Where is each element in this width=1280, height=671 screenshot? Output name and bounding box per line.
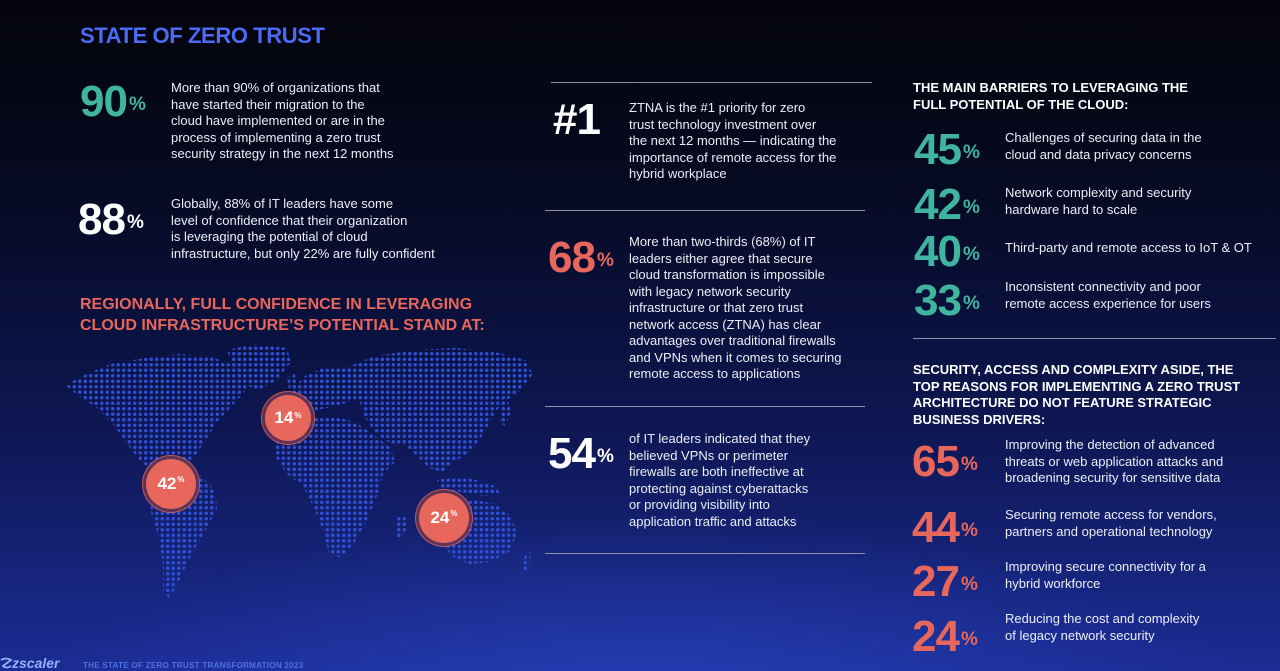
- stat-number: 24: [912, 612, 960, 661]
- reason-description: Improving secure connectivity for a hybr…: [1005, 559, 1206, 591]
- barrier-value-42: 42%: [914, 183, 980, 227]
- reason-value-24: 24%: [912, 615, 978, 659]
- continent-africa: [275, 416, 395, 558]
- continent-north-america: [65, 354, 250, 488]
- stat-unit: %: [960, 629, 978, 650]
- reason-value-65: 65%: [912, 440, 978, 484]
- stat-value-88: 88%: [78, 198, 144, 242]
- footer-caption: THE STATE OF ZERO TRUST TRANSFORMATION 2…: [83, 661, 304, 670]
- region-unit: %: [177, 475, 185, 484]
- region-unit: %: [450, 509, 458, 518]
- stat-value-68: 68%: [548, 236, 614, 280]
- stat-number: 40: [914, 227, 962, 276]
- regional-heading: REGIONALLY, FULL CONFIDENCE IN LEVERAGIN…: [80, 296, 485, 334]
- stat-number: 42: [914, 180, 962, 229]
- reason-description: Improving the detection of advanced thre…: [1005, 437, 1224, 485]
- barrier-value-33: 33%: [914, 279, 980, 323]
- reason-value-27: 27%: [912, 560, 978, 604]
- stat-unit: %: [596, 250, 614, 271]
- stat-description: More than two-thirds (68%) of IT leaders…: [629, 234, 842, 381]
- stat-number: 54: [548, 429, 596, 478]
- stat-number: 90: [80, 77, 128, 126]
- reasons-heading: SECURITY, ACCESS AND COMPLEXITY ASIDE, T…: [913, 362, 1241, 427]
- stat-unit: %: [960, 574, 978, 595]
- region-value: 14: [274, 408, 294, 427]
- barrier-description: Network complexity and security hardware…: [1005, 185, 1192, 217]
- stat-unit: %: [960, 454, 978, 475]
- continent-new-zealand: [521, 552, 531, 574]
- stat-unit: %: [962, 142, 980, 163]
- stat-number: #1: [553, 95, 601, 144]
- continent-greenland: [227, 344, 291, 390]
- stat-number: 68: [548, 233, 596, 282]
- region-bubble-24: 24%: [419, 493, 469, 543]
- stat-description: ZTNA is the #1 priority for zero trust t…: [629, 100, 837, 181]
- logo-text: zscaler: [12, 654, 60, 671]
- stat-value-54: 54%: [548, 432, 614, 476]
- region-bubble-14: 14%: [265, 395, 311, 441]
- stat-description: More than 90% of organizations that have…: [171, 80, 394, 161]
- stat-unit: %: [596, 446, 614, 467]
- continent-madagascar: [395, 514, 407, 540]
- barrier-description: Third-party and remote access to IoT & O…: [1005, 240, 1252, 255]
- stat-unit: %: [962, 244, 980, 265]
- stat-unit: %: [962, 293, 980, 314]
- stat-unit: %: [128, 94, 146, 115]
- reason-description: Securing remote access for vendors, part…: [1005, 507, 1217, 539]
- region-bubble-42: 42%: [146, 459, 196, 509]
- reason-value-44: 44%: [912, 506, 978, 550]
- stat-unit: %: [960, 520, 978, 541]
- reason-description: Reducing the cost and complexity of lega…: [1005, 611, 1200, 643]
- region-unit: %: [294, 411, 302, 420]
- continent-uk: [287, 374, 297, 390]
- page-title: STATE OF ZERO TRUST: [80, 23, 325, 48]
- barrier-value-45: 45%: [914, 128, 980, 172]
- zscaler-logo-icon: [0, 657, 12, 668]
- world-map: [65, 344, 533, 598]
- continent-japan: [499, 398, 511, 426]
- barrier-value-40: 40%: [914, 230, 980, 274]
- stat-number: 27: [912, 557, 960, 606]
- stat-value-number-one: #1: [553, 95, 601, 144]
- stat-description: Globally, 88% of IT leaders have some le…: [171, 196, 435, 261]
- stat-number: 33: [914, 276, 962, 325]
- divider: [545, 406, 865, 407]
- divider: [913, 338, 1276, 339]
- region-value: 42: [157, 474, 177, 493]
- barrier-description: Inconsistent connectivity and poor remot…: [1005, 279, 1211, 311]
- stat-value-90: 90%: [80, 80, 146, 124]
- stat-number: 88: [78, 195, 126, 244]
- continent-indonesia: [437, 476, 501, 496]
- continent-europe: [287, 366, 365, 414]
- continent-asia: [345, 348, 533, 472]
- divider: [545, 210, 865, 211]
- stat-description: of IT leaders indicated that they believ…: [629, 431, 811, 529]
- stat-number: 65: [912, 437, 960, 486]
- zscaler-logo: zscaler: [0, 654, 59, 671]
- divider: [551, 82, 872, 83]
- barrier-description: Challenges of securing data in the cloud…: [1005, 130, 1202, 162]
- stat-number: 45: [914, 125, 962, 174]
- stat-unit: %: [126, 212, 144, 233]
- divider: [545, 553, 865, 554]
- barriers-heading: THE MAIN BARRIERS TO LEVERAGING THE FULL…: [913, 80, 1188, 112]
- stat-unit: %: [962, 197, 980, 218]
- region-value: 24: [430, 508, 450, 527]
- stat-number: 44: [912, 503, 960, 552]
